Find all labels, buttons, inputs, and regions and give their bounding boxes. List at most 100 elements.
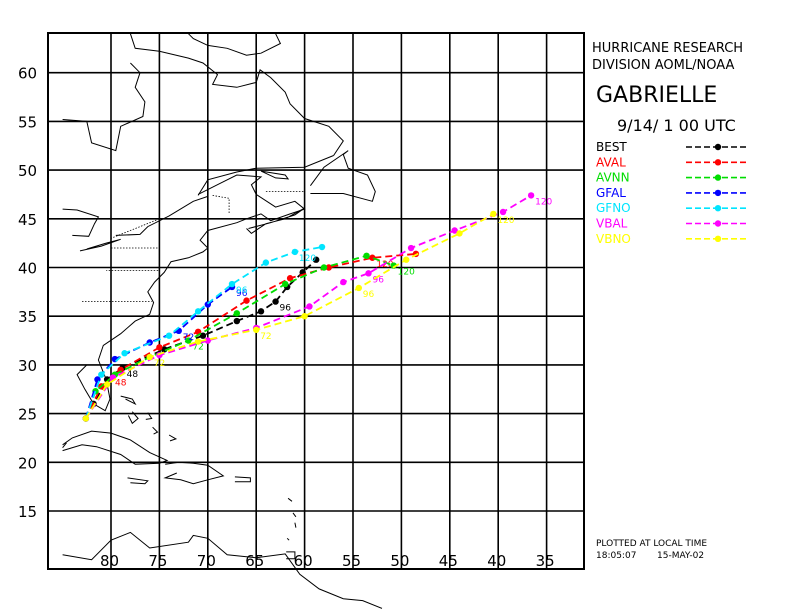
lon-tick-label: 35 [536,552,555,570]
lat-tick-label: 15 [18,503,37,521]
forecast-hour-label: 96 [372,275,384,285]
track-point [306,303,313,310]
lat-tick-label: 35 [18,308,37,326]
track-point [286,275,294,282]
coastline [234,476,251,483]
lat-tick-label: 45 [18,211,37,229]
track-point [194,308,202,315]
legend-swatch-dot [714,235,722,242]
lon-tick-label: 80 [100,552,119,570]
forecast-hour-label: 96 [236,286,248,296]
lon-tick-label: 60 [294,552,313,570]
legend-label: BEST [596,140,627,154]
lat-tick-label: 40 [18,260,37,278]
track-point [156,344,163,351]
lat-tick-label: 50 [18,162,37,180]
legend-item-gfno: GFNO [596,201,748,215]
forecast-hour-label: 48 [127,370,139,380]
track-point [165,332,173,339]
track-point [282,280,289,288]
track-point [320,264,328,271]
coastline [287,497,293,502]
forecast-hour-label: 96 [236,289,248,299]
track-point [98,371,105,378]
legend-swatch-dot [714,220,722,227]
lat-tick-label: 20 [18,454,37,472]
forecast-hour-label: 72 [192,343,203,353]
coastline [62,208,100,237]
lon-tick-label: 75 [148,552,167,570]
coastline [286,537,290,541]
lon-tick-label: 70 [197,552,216,570]
lon-tick-label: 50 [390,552,409,570]
legend-swatch-dot [714,189,722,197]
track-point [355,284,363,292]
legend-item-vbal: VBAL [596,217,748,231]
footer-date: 15-MAY-02 [657,551,704,561]
forecast-hour-label: 72 [183,333,194,343]
track-point [313,256,320,263]
track-line [84,246,323,419]
track-point [291,248,299,256]
track-point [301,313,308,320]
track-point [262,259,270,266]
lon-tick-label: 55 [342,552,361,570]
track-point [121,350,128,357]
legend-swatch-dot [714,174,722,181]
coastline [127,411,139,425]
coastline [62,531,383,609]
track-point [194,338,202,345]
legend-item-best: BEST [596,140,748,154]
track-point [272,298,279,305]
org-line2: DIVISION AOML/NOAA [592,58,734,73]
legend-label: AVNN [596,171,630,185]
track-point [253,326,260,334]
track-line [85,213,494,419]
track-point [233,317,241,325]
coastline [294,522,297,528]
coastline [79,238,121,252]
track-point [499,208,507,216]
coastline [168,434,178,442]
legend-label: GFNO [596,201,631,215]
track-point [363,252,370,260]
track-point [325,264,332,271]
legend-item-aval: AVAL [596,155,748,169]
track-point [403,256,410,263]
lon-tick-label: 65 [245,552,264,570]
legend-label: GFAL [596,186,626,200]
track-point [199,332,207,339]
coastline [188,33,282,56]
coastline [286,551,296,560]
boundary-line [106,247,160,271]
legend-item-avnn: AVNN [596,171,748,185]
info-panel: HURRICANE RESEARCH DIVISION AOML/NOAA GA… [592,41,748,561]
legend-swatch-dot [714,143,722,151]
legend-label: VBAL [596,217,628,231]
lat-tick-label: 25 [18,406,37,424]
forecast-hour-label: 120 [497,216,514,226]
lon-tick-label: 40 [487,552,506,570]
track-point [407,244,415,252]
legend-swatch-dot [714,205,722,212]
track-point [490,210,497,218]
coastline [127,477,149,485]
track-point [185,337,192,344]
storm-name: GABRIELLE [596,83,717,108]
lon-tick-label: 45 [439,552,458,570]
forecast-hour-label: 120 [398,268,415,278]
legend-label: VBNO [596,232,631,246]
coastline [115,195,208,236]
track-point [451,227,458,234]
track-point [146,353,153,361]
track-point [318,243,326,251]
track-point [117,366,124,373]
coastline [62,430,169,465]
axis-labels: 15 20 25 30 35 40 45 50 55 60 80 75 70 65 60 55 50 45 40 35 [18,65,555,570]
track-point [233,310,241,317]
coastline [62,442,67,449]
